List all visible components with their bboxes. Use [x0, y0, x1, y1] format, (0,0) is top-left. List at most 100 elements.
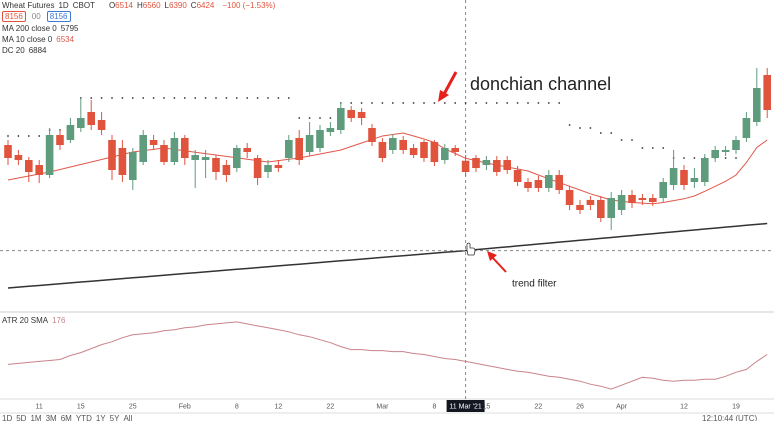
candle-body — [243, 148, 251, 152]
x-tick-label: Mar — [376, 403, 389, 410]
x-tick-label: 8 — [235, 403, 239, 410]
donchian-dot — [693, 157, 696, 159]
candle-body — [253, 158, 262, 178]
x-tick-label: 26 — [576, 403, 584, 410]
x-tick-label: Apr — [616, 403, 628, 410]
ma-line — [7, 132, 768, 205]
candle-body — [56, 135, 64, 145]
atr-line — [7, 321, 768, 390]
donchian-dot — [27, 135, 30, 137]
donchian-dot — [7, 135, 9, 137]
donchian-dot — [100, 97, 103, 99]
candle-body — [565, 190, 574, 205]
donchian-dot — [485, 102, 488, 104]
range-button[interactable]: YTD — [75, 414, 92, 421]
candle-body — [628, 195, 636, 203]
range-button[interactable]: 1D — [2, 414, 13, 421]
plot: 11 15 25 Feb 8 12 22 Mar 8 11 Mar '21 15 22 26 Apr 12 1… — [0, 0, 774, 412]
candle-body — [441, 148, 449, 160]
candle-body — [170, 138, 179, 162]
x-tick-label: 19 — [732, 403, 740, 410]
candle-body — [503, 160, 511, 170]
range-button[interactable]: 5Y — [109, 414, 120, 421]
legend-value: 176 — [52, 316, 66, 325]
donchian-dot — [464, 102, 467, 104]
ohlc-value: 6424 — [196, 1, 215, 10]
annotation-text: trend filter — [512, 279, 557, 290]
donchian-dot — [235, 97, 238, 99]
donchian-dot — [194, 97, 197, 99]
sell-button[interactable]: 8156 — [2, 11, 26, 22]
change: −100 (−1.53%) — [222, 1, 276, 10]
cursor-icon — [466, 242, 476, 256]
donchian-dot — [443, 102, 446, 104]
candle-body — [721, 150, 730, 152]
candle-body — [742, 118, 751, 138]
donchian-dot — [256, 97, 259, 99]
donchian-dot — [568, 124, 571, 126]
candle-body — [14, 155, 23, 160]
x-tick-label: Feb — [179, 403, 191, 410]
arrow — [441, 71, 458, 97]
donchian-dot — [610, 132, 613, 134]
ohlc-value: 6390 — [169, 1, 187, 10]
candle-body — [732, 140, 740, 150]
header-line: Wheat Futures 1D CBOT O6514 H6560 L6390 C6424−… — [2, 0, 279, 11]
donchian-dot — [371, 102, 373, 104]
range-button[interactable]: 1Y — [95, 414, 106, 421]
candle-body — [545, 175, 553, 188]
candle-body — [305, 135, 314, 152]
candle-body — [295, 138, 303, 160]
annotation: donchian channel trend filter — [438, 71, 611, 290]
annotation-text: donchian channel — [470, 74, 611, 94]
ohlc-letter: C — [190, 1, 197, 10]
candle-body — [524, 182, 532, 188]
candle-body — [233, 148, 241, 168]
donchian-dot — [558, 102, 561, 104]
crosshair-date: 11 Mar '21 — [449, 403, 481, 410]
candle-body — [555, 175, 563, 190]
legend-value: 6534 — [56, 35, 75, 44]
candle-body — [659, 182, 667, 198]
arrow-head — [438, 90, 449, 102]
donchian-dot — [267, 97, 269, 99]
donchian-dot — [287, 97, 290, 99]
ohlc-letter: H — [136, 1, 143, 10]
x-tick-label: 8 — [432, 403, 436, 410]
candle-body — [77, 118, 85, 128]
candle-body — [160, 145, 168, 162]
donchian-dot — [131, 97, 134, 99]
range-button[interactable]: 5D — [16, 414, 27, 421]
donchian-dot — [391, 102, 394, 104]
donchian-dot — [589, 127, 592, 129]
candle-body — [576, 205, 584, 210]
candle-body — [129, 152, 137, 180]
donchian-dot — [683, 157, 685, 159]
range-button[interactable]: All — [123, 414, 133, 421]
donchian-dot — [402, 102, 405, 104]
range-button[interactable]: 3M — [45, 414, 57, 421]
candle-body — [264, 165, 272, 172]
legend-value: 5795 — [60, 24, 79, 33]
candle-body — [669, 168, 678, 185]
candle-body — [690, 178, 699, 182]
candle-body — [347, 110, 355, 118]
buy-button[interactable]: 8156 — [46, 11, 71, 22]
x-tick-label: 12 — [680, 403, 688, 410]
donchian-dot — [412, 102, 415, 104]
range-button[interactable]: 6M — [60, 414, 72, 421]
donchian-dot — [547, 102, 550, 104]
ohlc: O6514 H6560 L6390 C6424 — [109, 1, 218, 10]
donchian-dot — [516, 102, 519, 104]
candle-body — [420, 142, 428, 158]
donchian-dot — [183, 97, 186, 99]
donchian-dot — [329, 117, 332, 119]
range-button[interactable]: 1M — [30, 414, 42, 421]
donchian-dot — [475, 102, 477, 104]
candle-body — [493, 160, 501, 172]
legend: MA 200 close 0 5795 MA 10 close 0 6534 DC 20… — [2, 23, 83, 56]
candle-body — [534, 180, 543, 188]
button-row: 8156 00 8156 — [2, 11, 75, 22]
